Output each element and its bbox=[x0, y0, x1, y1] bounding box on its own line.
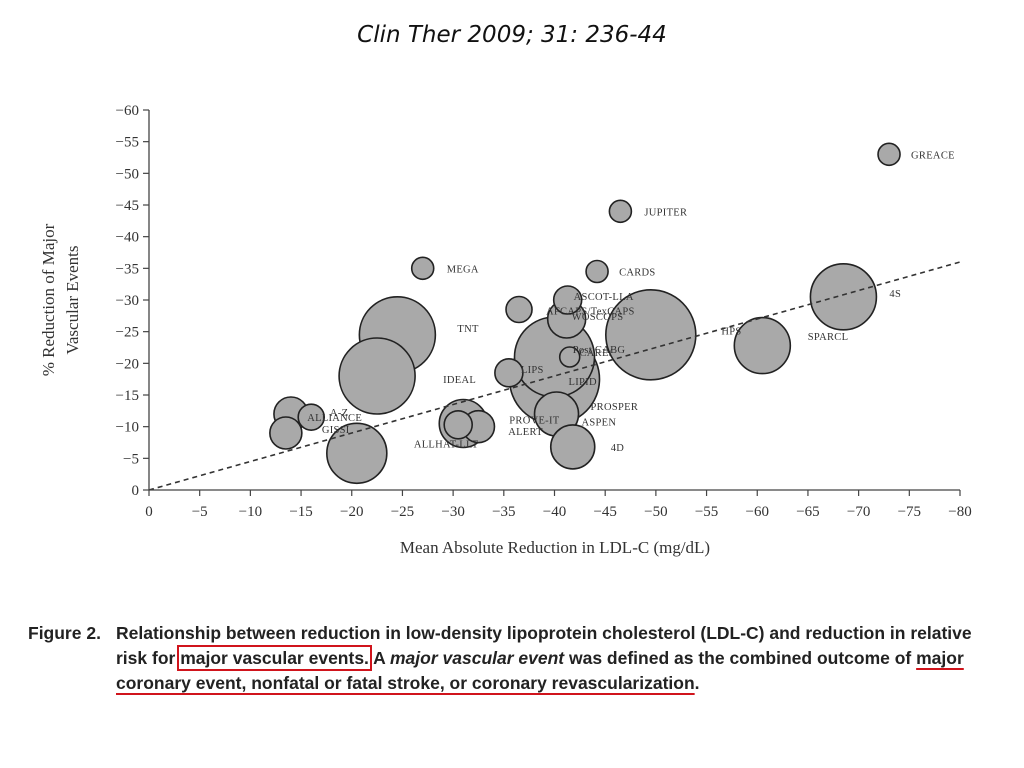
bubble-4d bbox=[549, 424, 596, 470]
x-tick-label: −40 bbox=[543, 504, 566, 520]
y-tick-label: −60 bbox=[116, 103, 139, 119]
x-tick-label: −20 bbox=[340, 504, 363, 520]
point-label: LIPID bbox=[569, 377, 597, 388]
point-label: SPARCL bbox=[808, 332, 849, 343]
bubble-allhat-llt bbox=[326, 422, 388, 485]
x-tick-label: 0 bbox=[145, 504, 153, 520]
y-tick-label: −45 bbox=[116, 198, 139, 214]
point-label: ASCOT-LLA bbox=[574, 292, 634, 303]
x-tick-label: −50 bbox=[644, 504, 667, 520]
bubble-4s bbox=[809, 263, 878, 331]
x-tick-label: −70 bbox=[847, 504, 870, 520]
y-tick-label: −50 bbox=[116, 166, 139, 182]
bubble-lips bbox=[494, 358, 524, 388]
y-tick-label: −20 bbox=[116, 356, 139, 372]
bubble-alert bbox=[443, 409, 473, 440]
x-tick-label: −30 bbox=[441, 504, 464, 520]
x-tick-label: −15 bbox=[289, 504, 312, 520]
point-label: CARE/ bbox=[580, 348, 612, 359]
point-label: MEGA bbox=[447, 264, 479, 275]
y-axis-label-line-1: % Reduction of Major bbox=[39, 223, 58, 376]
y-tick-label: −10 bbox=[116, 420, 139, 436]
point-label: ALERT bbox=[508, 427, 543, 438]
point-label: GREACE bbox=[911, 150, 955, 161]
x-tick-label: −25 bbox=[391, 504, 414, 520]
y-tick-label: −5 bbox=[123, 451, 139, 467]
point-label: 4D bbox=[611, 443, 625, 454]
point-label: ALLIANCE bbox=[307, 413, 362, 424]
x-tick-label: −60 bbox=[746, 504, 769, 520]
y-tick-label: −40 bbox=[116, 230, 139, 246]
point-label: A-Z bbox=[330, 408, 348, 419]
x-axis-label: Mean Absolute Reduction in LDL-C (mg/dL) bbox=[400, 538, 710, 557]
y-tick-label: −55 bbox=[116, 135, 139, 151]
figure-label: Figure 2. bbox=[28, 623, 101, 643]
y-tick-label: −25 bbox=[116, 325, 139, 341]
bubble-sparcl bbox=[605, 289, 697, 381]
bubble-alliance bbox=[297, 403, 326, 431]
trend-line bbox=[148, 261, 961, 491]
bubble-cards bbox=[585, 259, 609, 284]
point-label: AFCAPS/TexCAPS bbox=[546, 307, 635, 318]
point-label: PROVE-IT bbox=[509, 416, 560, 427]
point-label: TNT bbox=[457, 324, 479, 335]
bubble-gissi bbox=[269, 416, 303, 450]
x-tick-label: −35 bbox=[492, 504, 515, 520]
point-label: ASPEN bbox=[581, 418, 616, 429]
point-label: IDEAL bbox=[443, 375, 476, 386]
axes: 0 −5 −10 −15 −20 −25 −30 −35 −40 −45 −50 −55 −60 −65−… bbox=[116, 103, 972, 520]
y-tick-label: −30 bbox=[116, 293, 139, 309]
point-label: PROSPER bbox=[591, 402, 639, 413]
bubble-post-cabg bbox=[558, 346, 581, 368]
caption-part-4: . bbox=[694, 673, 700, 693]
bubble-greace bbox=[877, 142, 901, 167]
bubble-mega bbox=[410, 256, 435, 281]
point-label: LIPS bbox=[521, 365, 544, 376]
bubble-ascot-lla bbox=[552, 285, 583, 315]
caption-italic-term: major vascular event bbox=[390, 648, 565, 668]
x-tick-label: −80 bbox=[948, 504, 971, 520]
point-label: CARDS bbox=[619, 268, 656, 279]
caption-part-3: was defined as the combined outcome of bbox=[564, 648, 917, 668]
point-label: Post CABG bbox=[573, 345, 626, 356]
x-tick-label: −5 bbox=[192, 504, 208, 520]
bubble-jupiter bbox=[608, 199, 633, 224]
bubble-ideal bbox=[338, 337, 416, 415]
x-tick-label: −45 bbox=[593, 504, 616, 520]
point-label: 4S bbox=[889, 289, 901, 300]
x-tick-label: −55 bbox=[695, 504, 718, 520]
bubble-afcaps-texcaps bbox=[505, 295, 533, 324]
bubble-chart: 0 −5 −10 −15 −20 −25 −30 −35 −40 −45 −50 −55 −60 −65−… bbox=[39, 103, 972, 557]
caption-part-2: A bbox=[368, 648, 390, 668]
x-tick-label: −10 bbox=[239, 504, 262, 520]
underlined-highlight: major coronary event, nonfatal or fatal … bbox=[116, 648, 964, 693]
caption-text: Relationship between reduction in low-de… bbox=[116, 621, 998, 696]
point-label: JUPITER bbox=[644, 207, 687, 218]
point-label: GISSI bbox=[322, 425, 350, 436]
point-labels: GREACE JUPITER MEGA CARDS 4S ASCOT-LLA AFCAPS/… bbox=[307, 150, 955, 454]
y-tick-label: 0 bbox=[132, 483, 140, 499]
bubble-hps bbox=[733, 316, 792, 375]
y-tick-label: −35 bbox=[116, 261, 139, 277]
point-label: ALLHAT-LLT bbox=[414, 439, 479, 450]
caption-part-1: Relationship between reduction in low-de… bbox=[116, 623, 972, 668]
citation: Clin Ther 2009; 31: 236-44 bbox=[357, 22, 667, 48]
boxed-highlight: major vascular events. bbox=[177, 645, 372, 671]
x-tick-label: −65 bbox=[796, 504, 819, 520]
x-tick-label: −75 bbox=[898, 504, 921, 520]
point-label: WOSCOPS bbox=[572, 312, 624, 323]
bubble-layer bbox=[269, 142, 901, 485]
point-label: HPS bbox=[721, 327, 741, 338]
y-tick-label: −15 bbox=[116, 388, 139, 404]
y-axis-label-line-2: Vascular Events bbox=[63, 245, 82, 354]
